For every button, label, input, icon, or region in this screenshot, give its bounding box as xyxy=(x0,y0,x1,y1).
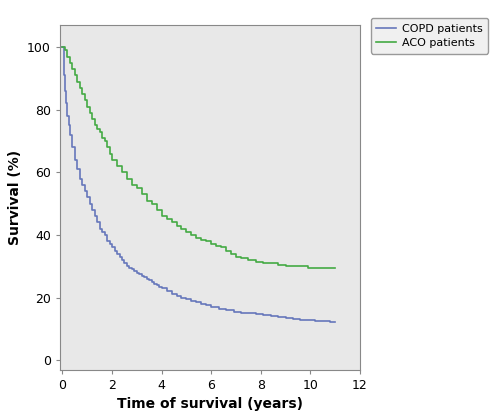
Legend: COPD patients, ACO patients: COPD patients, ACO patients xyxy=(370,18,488,54)
X-axis label: Time of survival (years): Time of survival (years) xyxy=(117,397,303,411)
Y-axis label: Survival (%): Survival (%) xyxy=(8,150,22,245)
